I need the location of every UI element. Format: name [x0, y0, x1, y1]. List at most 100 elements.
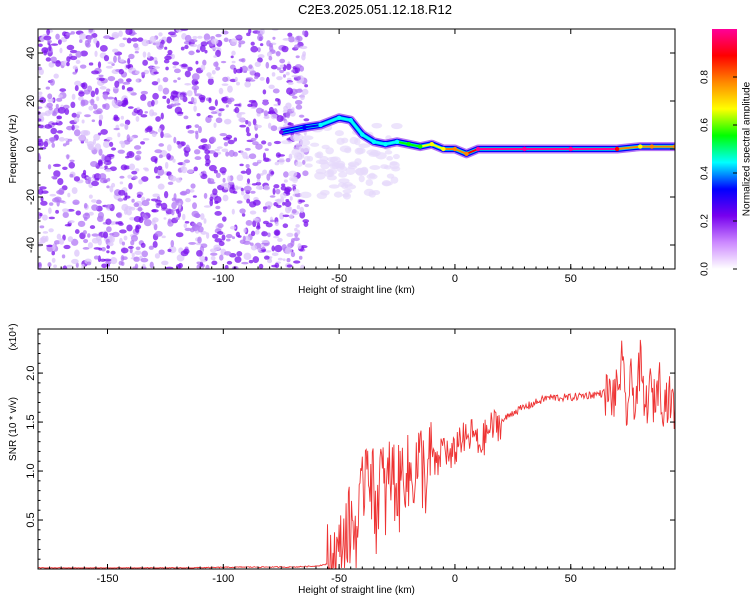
- x-tick-label: -50: [331, 273, 347, 285]
- noise-speck: [287, 81, 294, 85]
- noise-speck: [207, 78, 214, 85]
- noise-speck: [222, 177, 226, 183]
- noise-speck: [224, 264, 229, 269]
- noise-speck: [101, 154, 105, 162]
- noise-speck: [199, 255, 206, 261]
- noise-speck: [243, 252, 252, 261]
- noise-speck: [126, 209, 132, 216]
- noise-speck: [142, 137, 150, 141]
- noise-speck: [220, 60, 227, 64]
- noise-speck: [180, 250, 189, 257]
- noise-speck: [48, 61, 55, 68]
- noise-speck: [43, 35, 52, 41]
- noise-speck: [254, 133, 259, 139]
- noise-speck: [134, 168, 140, 172]
- noise-speck: [119, 237, 123, 245]
- noise-speck: [143, 219, 152, 227]
- noise-speck: [184, 44, 189, 50]
- noise-speck: [242, 151, 248, 159]
- noise-speck: [270, 125, 278, 132]
- noise-speck: [268, 55, 273, 61]
- noise-speck: [65, 140, 70, 146]
- snr-panel: -150 -100 -50 0 50 0.5 1.0 1.5 2.0 Height of stra…: [8, 323, 676, 596]
- noise-speck: [164, 46, 168, 50]
- noise-speck: [133, 43, 139, 48]
- noise-speck: [183, 223, 188, 229]
- noise-speck: [83, 202, 88, 209]
- noise-speck: [106, 136, 113, 141]
- noise-speck: [46, 102, 53, 108]
- noise-speck: [230, 55, 234, 59]
- noise-speck: [282, 109, 288, 114]
- noise-speck: [71, 93, 76, 100]
- colorbar-gradient: [712, 29, 737, 269]
- noise-speck: [58, 188, 65, 195]
- noise-speck: [170, 239, 175, 248]
- ridge-point: [383, 142, 388, 147]
- y-tick-label: 0.5: [25, 512, 37, 527]
- noise-speck: [135, 78, 140, 83]
- noise-speck: [162, 95, 167, 100]
- noise-speck: [40, 235, 47, 243]
- ridge-point: [475, 146, 481, 152]
- noise-speck: [88, 62, 94, 66]
- noise-speck: [141, 250, 149, 258]
- noise-speck: [172, 61, 180, 66]
- noise-speck: [222, 194, 229, 202]
- noise-speck: [142, 51, 147, 58]
- noise-speck: [277, 237, 283, 242]
- noise-speck: [199, 173, 203, 176]
- noise-speck: [215, 49, 221, 58]
- noise-speck: [72, 71, 77, 75]
- noise-speck: [195, 213, 201, 219]
- noise-speck: [259, 173, 264, 176]
- noise-speck: [133, 202, 140, 208]
- ridge-point: [522, 146, 527, 152]
- noise-speck: [275, 50, 281, 57]
- noise-speck: [176, 254, 185, 262]
- noise-speck: [160, 130, 164, 139]
- noise-speck: [177, 111, 184, 115]
- noise-speck: [263, 185, 271, 191]
- noise-speck: [53, 240, 61, 245]
- noise-speck: [221, 96, 228, 102]
- noise-speck: [203, 218, 207, 224]
- noise-speck: [39, 97, 46, 104]
- noise-speck: [300, 264, 305, 269]
- noise-speck: [69, 55, 78, 61]
- noise-speck: [107, 76, 116, 82]
- noise-speck: [164, 55, 172, 60]
- noise-speck: [142, 59, 148, 66]
- noise-speck: [207, 76, 214, 80]
- haze-speck: [381, 181, 393, 186]
- noise-speck: [84, 40, 90, 47]
- noise-speck: [259, 76, 265, 81]
- noise-speck: [273, 235, 280, 239]
- noise-speck: [87, 233, 91, 238]
- noise-speck: [295, 224, 300, 228]
- noise-speck: [229, 225, 237, 230]
- noise-speck: [152, 241, 158, 248]
- noise-speck: [166, 144, 172, 152]
- ridge-point: [371, 139, 377, 144]
- noise-speck: [231, 208, 235, 215]
- noise-speckle: [38, 29, 403, 269]
- noise-speck: [224, 251, 232, 256]
- noise-speck: [297, 75, 302, 81]
- noise-speck: [189, 38, 198, 43]
- noise-speck: [198, 126, 202, 134]
- noise-speck: [236, 174, 244, 182]
- noise-speck: [200, 259, 207, 263]
- noise-speck: [51, 250, 56, 256]
- noise-speck: [279, 58, 286, 64]
- noise-speck: [45, 86, 51, 90]
- noise-speck: [215, 172, 221, 179]
- noise-speck: [205, 158, 211, 165]
- haze-speck: [320, 162, 330, 170]
- noise-speck: [106, 88, 111, 93]
- haze-speck: [336, 137, 345, 145]
- haze-speck: [354, 158, 362, 166]
- noise-speck: [180, 141, 186, 147]
- noise-speck: [148, 245, 154, 250]
- noise-speck: [282, 223, 289, 229]
